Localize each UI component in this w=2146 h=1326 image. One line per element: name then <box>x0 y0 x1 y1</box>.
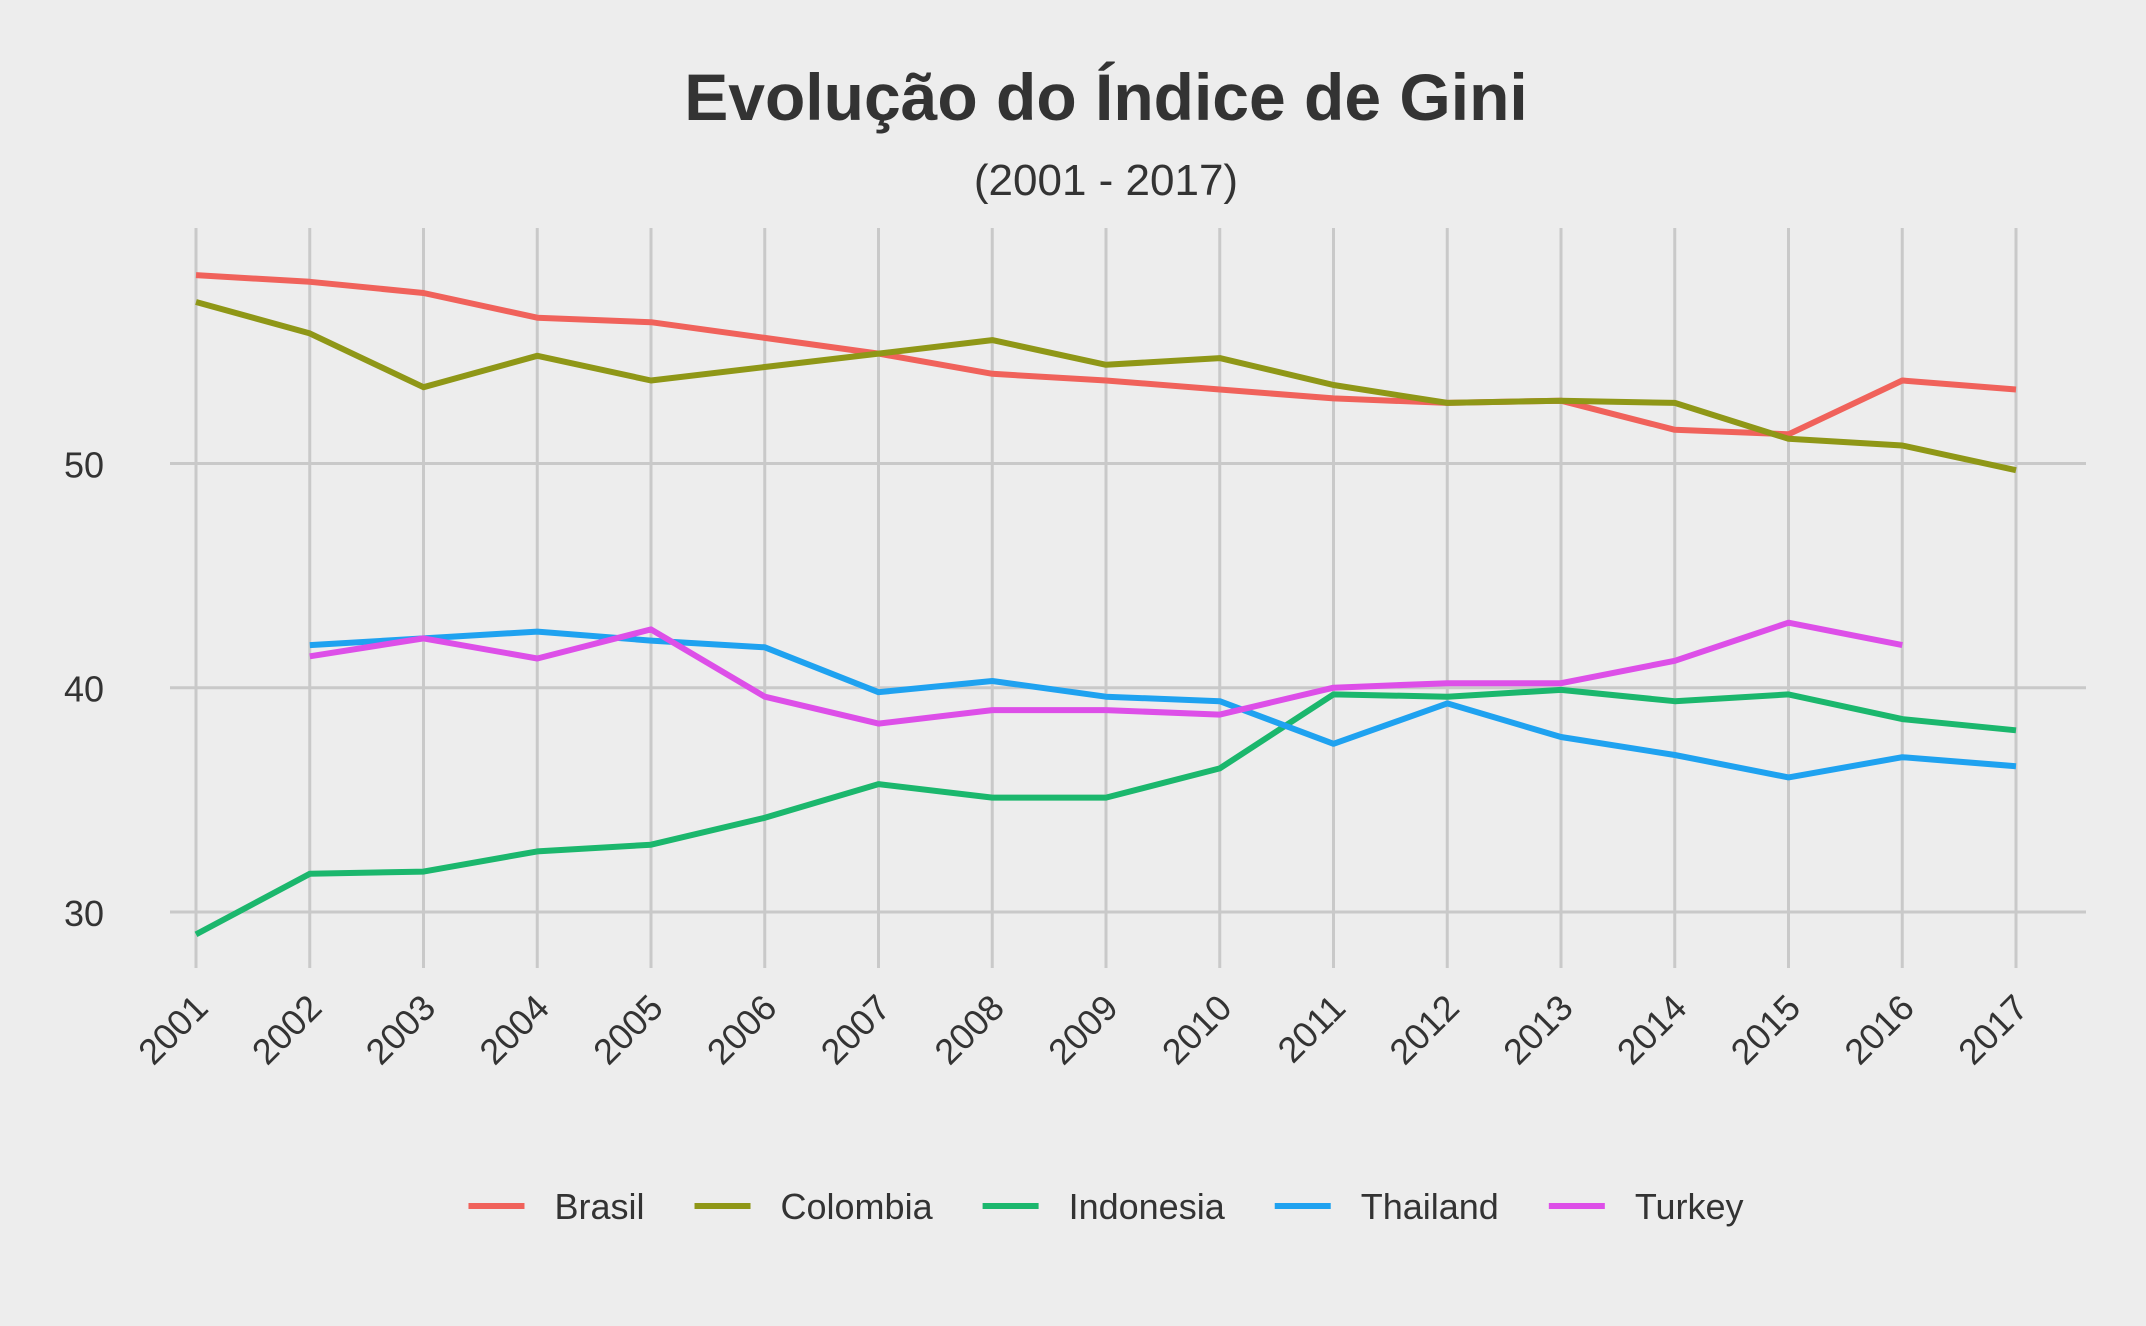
series-line-indonesia <box>194 686 2017 938</box>
x-tick-label: 2012 <box>1381 987 1467 1073</box>
x-tick-label: 2014 <box>1609 987 1695 1073</box>
x-tick-label: 2017 <box>1950 987 2036 1073</box>
legend-label-thailand: Thailand <box>1361 1186 1499 1227</box>
x-tick-label: 2011 <box>1269 987 1353 1071</box>
axis-tick-labels: 30 40 50 2001 2002 2003 2004 2005 2006 2007 2008 20… <box>64 444 2036 1072</box>
legend-label-brasil: Brasil <box>554 1186 644 1227</box>
chart-title: Evolução do Índice de Gini <box>684 60 1527 134</box>
x-tick-label: 2001 <box>130 987 216 1073</box>
series-line-thailand <box>309 628 2017 781</box>
series-line-brasil <box>195 272 2017 438</box>
x-tick-label: 2015 <box>1723 987 1809 1073</box>
legend-label-turkey: Turkey <box>1635 1186 1744 1227</box>
x-tick-label: 2010 <box>1154 987 1240 1073</box>
x-tick-label: 2008 <box>926 987 1012 1073</box>
x-tick-label: 2004 <box>471 987 557 1073</box>
series-lines <box>194 272 2017 938</box>
x-tick-label: 2016 <box>1836 987 1922 1073</box>
chart-subtitle: (2001 - 2017) <box>974 156 1238 205</box>
legend: Brasil Colombia Indonesia Thailand Turkey <box>468 1186 1744 1227</box>
x-tick-label: 2006 <box>699 987 785 1073</box>
x-tick-label: 2009 <box>1040 987 1126 1073</box>
x-tick-label: 2002 <box>244 987 330 1073</box>
grid-lines <box>170 228 2086 968</box>
series-line-turkey <box>309 619 1903 727</box>
series-line-colombia <box>195 299 2017 474</box>
legend-label-indonesia: Indonesia <box>1069 1186 1226 1227</box>
x-tick-label: 2005 <box>585 987 671 1073</box>
x-tick-label: 2007 <box>813 987 899 1073</box>
x-tick-label: 2013 <box>1495 987 1581 1073</box>
legend-label-colombia: Colombia <box>781 1186 934 1227</box>
y-tick-label: 50 <box>64 444 104 485</box>
y-tick-label: 30 <box>64 893 104 934</box>
x-tick-label: 2003 <box>358 987 444 1073</box>
y-tick-label: 40 <box>64 669 104 710</box>
